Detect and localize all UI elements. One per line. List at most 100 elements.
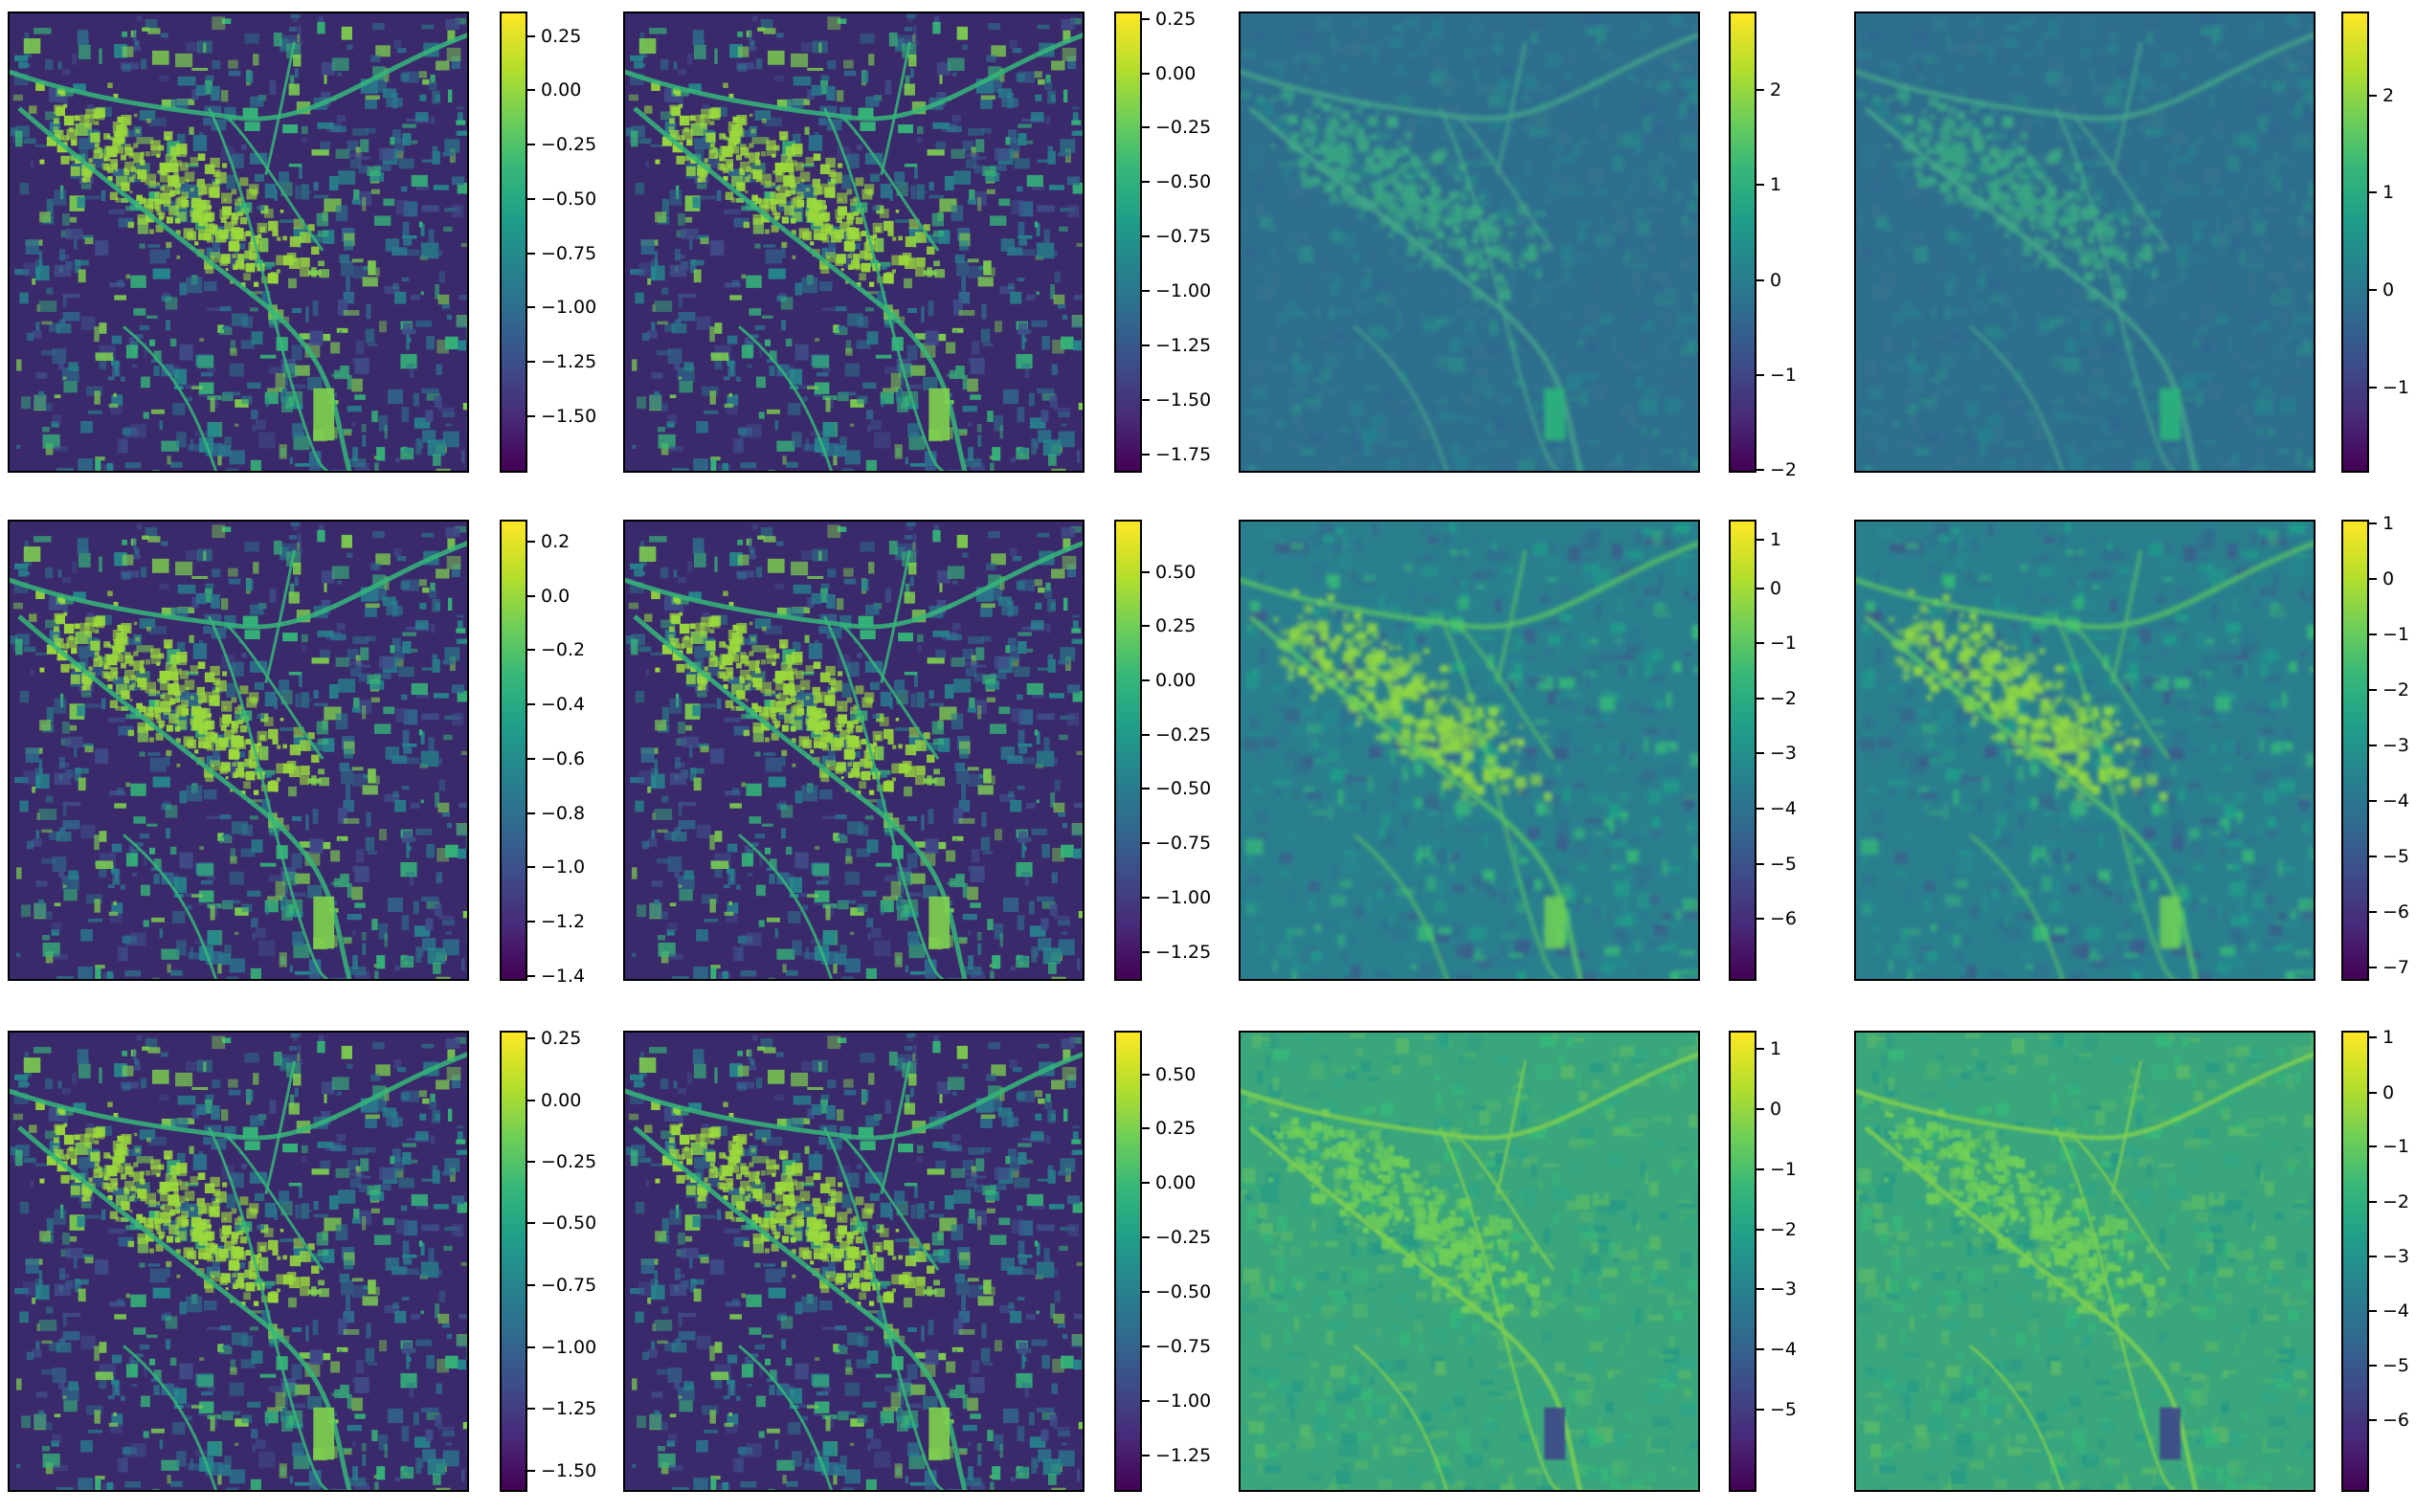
colorbar-tick-mark	[2369, 688, 2377, 691]
raster-roads	[625, 33, 1083, 471]
image-panel-r2c1	[8, 520, 469, 981]
colorbar-tick-mark	[527, 1345, 535, 1348]
image-panel-r1c1	[8, 11, 469, 473]
colorbar-tick-label: 1	[1770, 529, 1782, 551]
colorbar-tick-label: −1.25	[541, 351, 597, 373]
colorbar-tick-mark	[2369, 523, 2377, 525]
image-panel-r3c3	[1239, 1031, 1700, 1492]
colorbar-tick-mark	[527, 197, 535, 200]
colorbar-tick-label: −0.6	[541, 747, 586, 769]
raster-roads	[1856, 33, 2314, 471]
colorbar-tick-label: −2	[2382, 1190, 2410, 1212]
colorbar-tick-mark	[1142, 398, 1150, 401]
colorbar-tick-mark	[1142, 18, 1150, 21]
colorbar-tick-label: 1	[2382, 1027, 2395, 1049]
colorbar-tick-label: 0	[2382, 1081, 2395, 1103]
raster-texture	[10, 1033, 467, 1490]
raster-texture	[1856, 523, 2314, 979]
raster-image	[10, 13, 467, 471]
raster-image	[1856, 522, 2314, 979]
raster-texture	[10, 13, 467, 471]
colorbar-tick-label: −1.50	[1155, 389, 1212, 411]
raster-roads	[1241, 1052, 1698, 1490]
colorbar-tick-label: 1	[1770, 174, 1782, 196]
colorbar-tick-mark	[527, 757, 535, 760]
colorbar-tick-label: 0.25	[541, 25, 582, 47]
colorbar-tick-mark	[527, 1161, 535, 1164]
colorbar-tick-mark	[1756, 1348, 1764, 1351]
colorbar-tick-mark	[1756, 539, 1764, 542]
colorbar-tick-mark	[527, 649, 535, 652]
colorbar-r2c3	[1729, 520, 1756, 981]
colorbar-tick-mark	[1756, 862, 1764, 865]
colorbar-r2c4	[2341, 520, 2369, 981]
colorbar-tick-mark	[1142, 72, 1150, 75]
raster-image	[625, 1033, 1083, 1490]
colorbar-r1c2	[1114, 11, 1142, 473]
colorbar-r2c1	[500, 520, 527, 981]
colorbar-tick-mark	[1142, 842, 1150, 845]
colorbar-tick-label: −6	[1770, 908, 1798, 930]
colorbar-tick-mark	[1142, 625, 1150, 628]
colorbar-tick-mark	[2369, 1419, 2377, 1422]
colorbar-tick-mark	[1756, 587, 1764, 589]
colorbar-tick-label: 2	[1770, 78, 1782, 100]
colorbar-tick-label: −1	[2382, 1136, 2410, 1158]
raster-texture	[1241, 13, 1698, 471]
colorbar-tick-label: 0.00	[1155, 670, 1197, 692]
colorbar-tick-mark	[527, 703, 535, 706]
colorbar-tick-mark	[1756, 184, 1764, 187]
colorbar-tick-mark	[527, 306, 535, 309]
raster-image	[10, 522, 467, 979]
colorbar-tick-mark	[527, 541, 535, 544]
colorbar-tick-mark	[527, 595, 535, 597]
colorbar-tick-mark	[527, 1469, 535, 1472]
colorbar-tick-mark	[527, 361, 535, 364]
raster-roads	[1241, 541, 1698, 979]
colorbar-tick-mark	[1142, 733, 1150, 736]
raster-texture	[625, 1033, 1083, 1490]
colorbar-tick-mark	[527, 34, 535, 37]
colorbar-tick-label: 0.50	[1155, 1063, 1197, 1085]
colorbar-tick-label: −0.25	[1155, 723, 1212, 745]
colorbar-tick-mark	[1756, 1288, 1764, 1291]
raster-roads	[10, 541, 467, 979]
image-panel-r1c2	[623, 11, 1085, 473]
colorbar-tick-label: 2	[2382, 84, 2395, 106]
raster-roads	[625, 1052, 1083, 1490]
raster-texture	[10, 522, 467, 979]
colorbar-tick-label: 0.00	[1155, 1172, 1197, 1194]
colorbar-tick-label: 0	[1770, 577, 1782, 599]
raster-texture	[1241, 523, 1698, 979]
colorbar-r1c4	[2341, 11, 2369, 473]
colorbar-tick-label: −5	[2382, 1354, 2410, 1376]
colorbar-tick-mark	[1756, 698, 1764, 700]
image-panel-r2c2	[623, 520, 1085, 981]
colorbar-tick-mark	[527, 252, 535, 255]
colorbar-tick-mark	[2369, 910, 2377, 913]
colorbar-tick-mark	[2369, 800, 2377, 803]
colorbar-tick-mark	[1142, 1345, 1150, 1348]
colorbar-tick-mark	[527, 1099, 535, 1101]
colorbar-tick-label: −3	[1770, 1279, 1798, 1301]
colorbar-tick-mark	[1756, 278, 1764, 281]
colorbar-tick-label: −3	[1770, 743, 1798, 765]
colorbar-tick-label: −0.50	[541, 1212, 597, 1234]
raster-roads	[1856, 1052, 2314, 1490]
colorbar-tick-label: −0.25	[541, 133, 597, 155]
colorbar-tick-mark	[1756, 1409, 1764, 1412]
colorbar-tick-label: −0.50	[1155, 1280, 1212, 1302]
colorbar-tick-mark	[2369, 744, 2377, 746]
colorbar-tick-label: 0	[2382, 279, 2395, 301]
colorbar-tick-label: −3	[2382, 734, 2410, 756]
colorbar-tick-label: −2	[2382, 678, 2410, 700]
colorbar-tick-mark	[1142, 126, 1150, 129]
colorbar-tick-label: −1.00	[1155, 280, 1212, 302]
colorbar-tick-label: 0.50	[1155, 561, 1197, 583]
colorbar-tick-mark	[2369, 289, 2377, 292]
colorbar-tick-mark	[2369, 386, 2377, 389]
colorbar-tick-label: 0.00	[541, 1089, 582, 1111]
colorbar-tick-mark	[2369, 966, 2377, 968]
colorbar-tick-mark	[1142, 1290, 1150, 1293]
